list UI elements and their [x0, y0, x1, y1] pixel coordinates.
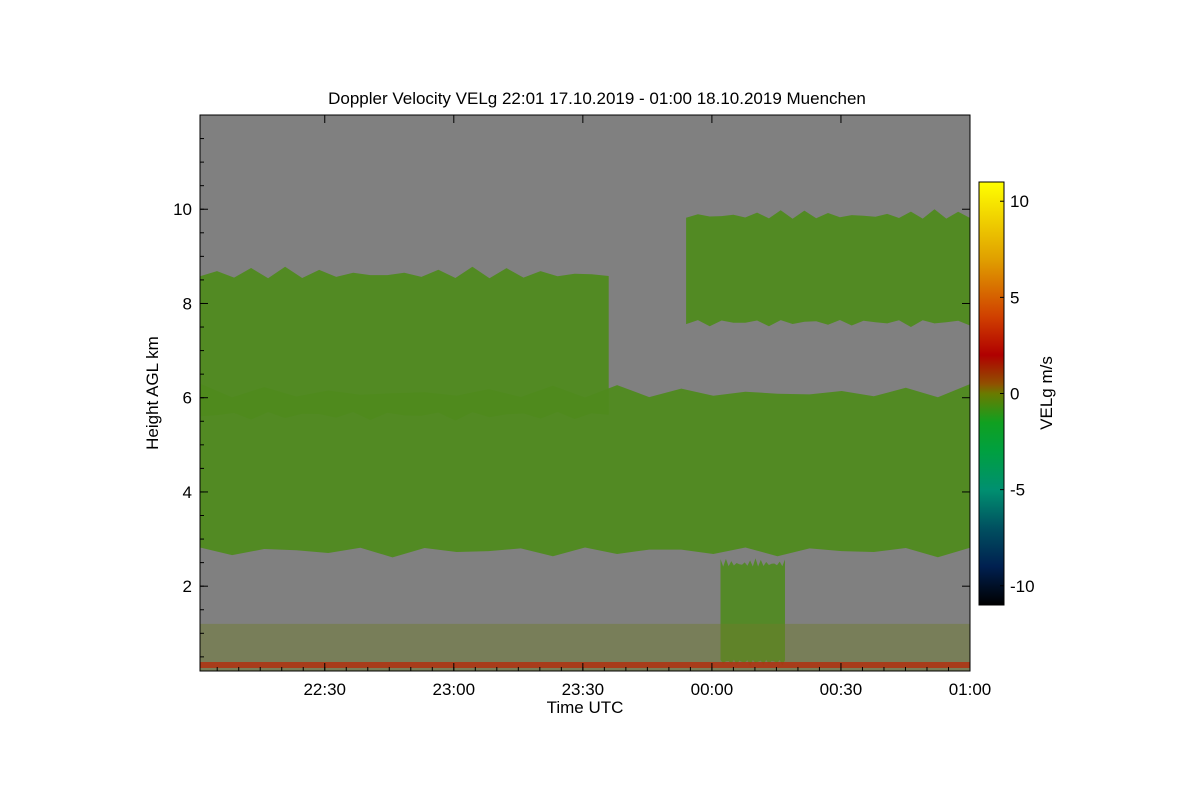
echo-region [686, 209, 970, 327]
y-tick-label: 2 [183, 577, 192, 596]
x-axis: 22:30 23:00 23:30 00:00 00:30 01:00 [216, 115, 992, 699]
x-axis-label: Time UTC [547, 698, 624, 717]
y-tick-label: 10 [173, 200, 192, 219]
y-axis: 2 4 6 8 10 [173, 138, 970, 658]
surface-clutter [200, 623, 970, 671]
colorbar-tick-label: -10 [1010, 577, 1035, 596]
colorbar [978, 181, 1005, 606]
echo-region [200, 266, 609, 421]
ground-return-line [200, 662, 970, 668]
x-tick-label: 23:30 [562, 680, 605, 699]
colorbar-ticks: 10 5 0 -5 -10 [1000, 192, 1035, 596]
colorbar-tick-label: -5 [1010, 481, 1025, 500]
x-tick-label: 23:00 [433, 680, 476, 699]
chart-title: Doppler Velocity VELg 22:01 17.10.2019 -… [328, 89, 866, 108]
x-tick-label: 00:30 [820, 680, 863, 699]
x-tick-label: 00:00 [691, 680, 734, 699]
colorbar-tick-label: 0 [1010, 385, 1019, 404]
x-tick-label: 01:00 [949, 680, 992, 699]
echo-region [200, 383, 970, 558]
echo-region [720, 558, 785, 667]
x-tick-label: 22:30 [303, 680, 346, 699]
y-axis-label: Height AGL km [143, 336, 162, 450]
y-tick-label: 6 [183, 389, 192, 408]
y-tick-label: 4 [183, 483, 192, 502]
y-tick-label: 8 [183, 294, 192, 313]
colorbar-label: VELg m/s [1037, 356, 1056, 430]
echo-regions [200, 209, 970, 667]
colorbar-tick-label: 10 [1010, 192, 1029, 211]
plot-frame [199, 114, 971, 672]
colorbar-tick-label: 5 [1010, 288, 1019, 307]
